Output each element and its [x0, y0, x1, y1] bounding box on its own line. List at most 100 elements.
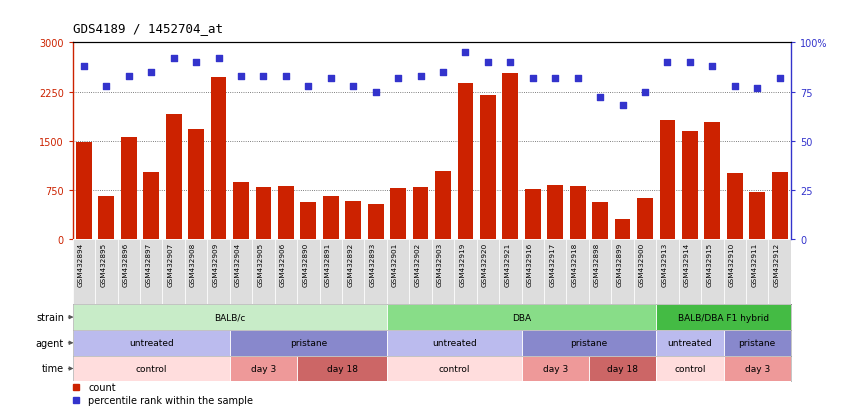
Bar: [73, 304, 386, 330]
Text: GSM432905: GSM432905: [257, 242, 263, 287]
Point: [189, 59, 203, 66]
Bar: [522, 330, 657, 356]
Text: GSM432902: GSM432902: [415, 242, 421, 287]
Bar: [73, 239, 95, 304]
Bar: [386, 239, 410, 304]
Text: GSM432913: GSM432913: [662, 242, 668, 287]
Text: control: control: [439, 364, 470, 373]
Bar: [230, 239, 252, 304]
Bar: [637, 199, 653, 239]
Text: strain: strain: [36, 312, 64, 322]
Text: GSM432895: GSM432895: [100, 242, 106, 287]
Point: [526, 75, 540, 82]
Bar: [569, 187, 586, 239]
Bar: [723, 356, 791, 382]
Bar: [298, 239, 320, 304]
Text: untreated: untreated: [432, 339, 476, 347]
Text: GSM432903: GSM432903: [437, 242, 443, 287]
Text: day 18: day 18: [327, 364, 357, 373]
Point: [256, 74, 270, 80]
Text: GSM432920: GSM432920: [482, 242, 488, 287]
Text: day 3: day 3: [251, 364, 276, 373]
Point: [144, 69, 158, 76]
Bar: [252, 239, 274, 304]
Text: pristane: pristane: [739, 339, 775, 347]
Bar: [432, 239, 454, 304]
Point: [481, 59, 495, 66]
Bar: [386, 356, 522, 382]
Bar: [230, 356, 298, 382]
Bar: [98, 196, 115, 239]
Bar: [679, 239, 701, 304]
Text: untreated: untreated: [668, 339, 712, 347]
Bar: [657, 304, 791, 330]
Text: day 3: day 3: [543, 364, 568, 373]
Bar: [256, 188, 271, 239]
Point: [234, 74, 248, 80]
Bar: [593, 203, 608, 239]
Text: GSM432918: GSM432918: [572, 242, 578, 287]
Bar: [162, 239, 185, 304]
Bar: [503, 74, 518, 239]
Point: [593, 95, 607, 102]
Bar: [298, 356, 386, 382]
Bar: [185, 239, 207, 304]
Text: GSM432914: GSM432914: [684, 242, 690, 287]
Bar: [769, 239, 791, 304]
Point: [414, 74, 428, 80]
Bar: [727, 174, 743, 239]
Bar: [657, 330, 723, 356]
Text: GSM432912: GSM432912: [774, 242, 780, 287]
Text: untreated: untreated: [129, 339, 174, 347]
Text: control: control: [135, 364, 167, 373]
Bar: [522, 239, 544, 304]
Text: control: control: [674, 364, 705, 373]
Point: [122, 74, 136, 80]
Bar: [386, 330, 522, 356]
Point: [683, 59, 697, 66]
Bar: [723, 330, 791, 356]
Bar: [117, 239, 140, 304]
Bar: [274, 239, 298, 304]
Point: [392, 75, 405, 82]
Point: [436, 69, 450, 76]
Bar: [207, 239, 230, 304]
Bar: [611, 239, 634, 304]
Bar: [413, 188, 428, 239]
Point: [504, 59, 517, 66]
Point: [661, 59, 675, 66]
Bar: [522, 356, 589, 382]
Bar: [566, 239, 589, 304]
Text: pristane: pristane: [570, 339, 608, 347]
Bar: [364, 239, 386, 304]
Text: day 18: day 18: [607, 364, 638, 373]
Point: [773, 75, 787, 82]
Text: GSM432921: GSM432921: [504, 242, 510, 287]
Point: [369, 89, 382, 96]
Point: [571, 75, 585, 82]
Bar: [705, 123, 720, 239]
Text: day 3: day 3: [745, 364, 770, 373]
Point: [705, 64, 719, 70]
Bar: [230, 330, 386, 356]
Bar: [390, 189, 406, 239]
Text: GSM432917: GSM432917: [549, 242, 555, 287]
Text: pristane: pristane: [290, 339, 327, 347]
Text: GSM432908: GSM432908: [190, 242, 196, 287]
Point: [302, 83, 315, 90]
Bar: [544, 239, 566, 304]
Bar: [95, 239, 117, 304]
Bar: [746, 239, 769, 304]
Text: GSM432893: GSM432893: [369, 242, 375, 287]
Bar: [682, 131, 698, 239]
Point: [279, 74, 292, 80]
Bar: [723, 239, 746, 304]
Bar: [386, 304, 657, 330]
Point: [548, 75, 562, 82]
Text: GSM432890: GSM432890: [303, 242, 309, 287]
Text: GDS4189 / 1452704_at: GDS4189 / 1452704_at: [73, 22, 222, 35]
Bar: [320, 239, 342, 304]
Text: GSM432897: GSM432897: [145, 242, 151, 287]
Point: [346, 83, 360, 90]
Bar: [480, 95, 496, 239]
